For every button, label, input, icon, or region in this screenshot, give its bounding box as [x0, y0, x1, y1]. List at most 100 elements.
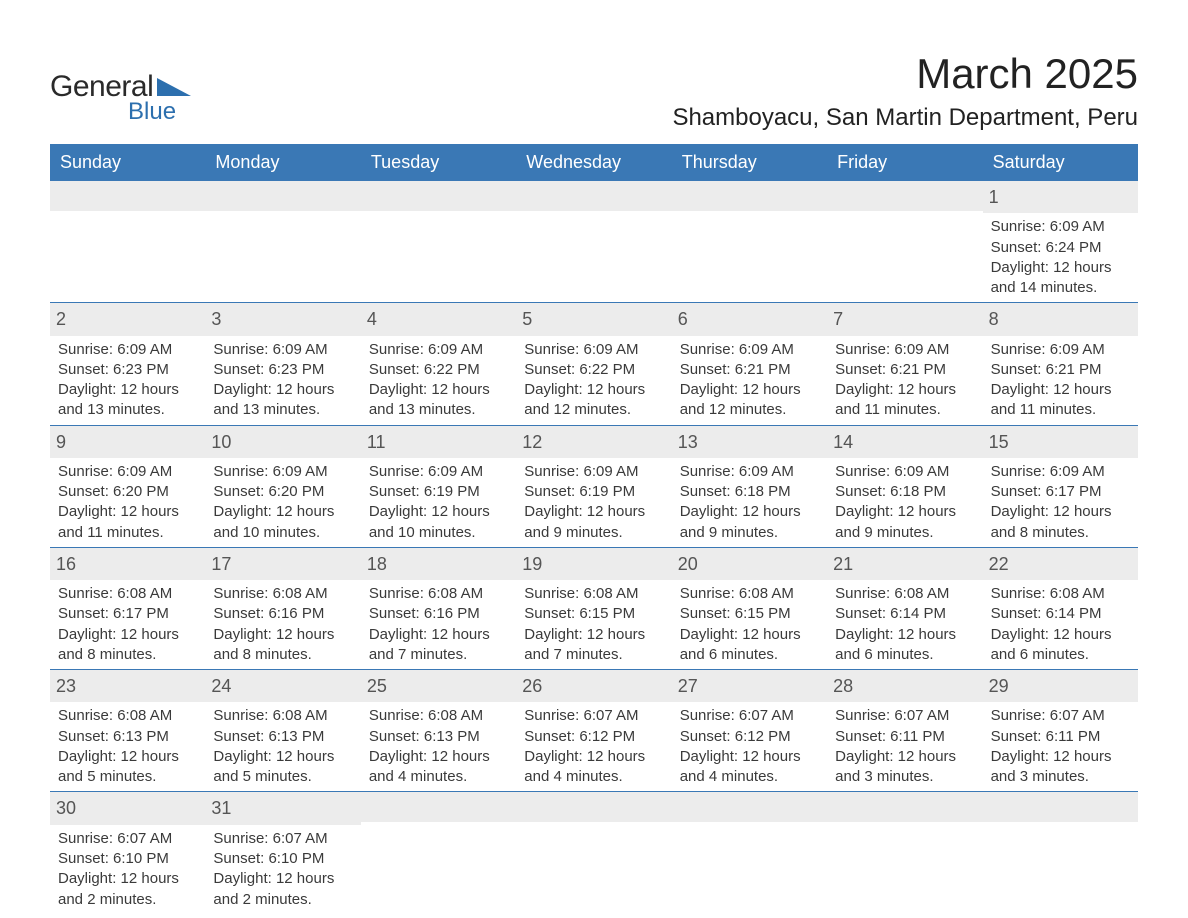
cell-daylight2: and 4 minutes. [369, 767, 508, 787]
date-number: 1 [983, 181, 1138, 213]
cell-sunset: Sunset: 6:20 PM [58, 482, 197, 502]
cell-sunset: Sunset: 6:15 PM [680, 604, 819, 624]
cell-sunrise: Sunrise: 6:08 AM [991, 584, 1130, 604]
cell-daylight2: and 7 minutes. [369, 645, 508, 665]
cell-sunset: Sunset: 6:16 PM [369, 604, 508, 624]
date-number-empty [827, 792, 982, 822]
date-number: 22 [983, 548, 1138, 580]
cell-daylight1: Daylight: 12 hours [991, 380, 1130, 400]
date-number: 18 [361, 548, 516, 580]
week-row: 16Sunrise: 6:08 AMSunset: 6:17 PMDayligh… [50, 548, 1138, 670]
cell-sunset: Sunset: 6:11 PM [835, 727, 974, 747]
date-number: 24 [205, 670, 360, 702]
date-number: 12 [516, 426, 671, 458]
date-number: 7 [827, 303, 982, 335]
cell-daylight2: and 9 minutes. [835, 523, 974, 543]
cell-sunset: Sunset: 6:13 PM [369, 727, 508, 747]
date-number: 15 [983, 426, 1138, 458]
cell-sunset: Sunset: 6:20 PM [213, 482, 352, 502]
header-area: General Blue March 2025 Shamboyacu, San … [50, 50, 1138, 132]
cell-sunrise: Sunrise: 6:07 AM [680, 706, 819, 726]
cell-daylight1: Daylight: 12 hours [58, 747, 197, 767]
cell-sunset: Sunset: 6:21 PM [991, 360, 1130, 380]
cell-sunset: Sunset: 6:15 PM [524, 604, 663, 624]
cell-sunset: Sunset: 6:22 PM [369, 360, 508, 380]
cell-sunset: Sunset: 6:16 PM [213, 604, 352, 624]
date-number-empty [361, 181, 516, 211]
cell-daylight1: Daylight: 12 hours [524, 625, 663, 645]
cell-sunrise: Sunrise: 6:09 AM [213, 462, 352, 482]
date-number-empty [516, 181, 671, 211]
calendar-cell-empty [50, 181, 205, 302]
calendar-cell: 15Sunrise: 6:09 AMSunset: 6:17 PMDayligh… [983, 426, 1138, 547]
cell-daylight1: Daylight: 12 hours [835, 380, 974, 400]
calendar-cell: 22Sunrise: 6:08 AMSunset: 6:14 PMDayligh… [983, 548, 1138, 669]
date-number-empty [205, 181, 360, 211]
cell-daylight1: Daylight: 12 hours [680, 747, 819, 767]
week-row: 1Sunrise: 6:09 AMSunset: 6:24 PMDaylight… [50, 181, 1138, 303]
date-number: 27 [672, 670, 827, 702]
week-row: 30Sunrise: 6:07 AMSunset: 6:10 PMDayligh… [50, 792, 1138, 913]
calendar-cell: 29Sunrise: 6:07 AMSunset: 6:11 PMDayligh… [983, 670, 1138, 791]
cell-sunrise: Sunrise: 6:07 AM [213, 829, 352, 849]
cell-daylight1: Daylight: 12 hours [369, 380, 508, 400]
calendar-cell: 16Sunrise: 6:08 AMSunset: 6:17 PMDayligh… [50, 548, 205, 669]
cell-sunrise: Sunrise: 6:09 AM [58, 462, 197, 482]
calendar-cell-empty [672, 181, 827, 302]
cell-sunrise: Sunrise: 6:07 AM [835, 706, 974, 726]
date-number: 17 [205, 548, 360, 580]
date-number: 25 [361, 670, 516, 702]
cell-daylight1: Daylight: 12 hours [991, 747, 1130, 767]
cell-sunset: Sunset: 6:22 PM [524, 360, 663, 380]
calendar-cell: 24Sunrise: 6:08 AMSunset: 6:13 PMDayligh… [205, 670, 360, 791]
cell-sunset: Sunset: 6:18 PM [835, 482, 974, 502]
cell-daylight2: and 4 minutes. [524, 767, 663, 787]
cell-daylight1: Daylight: 12 hours [680, 502, 819, 522]
cell-daylight2: and 5 minutes. [58, 767, 197, 787]
cell-daylight1: Daylight: 12 hours [680, 380, 819, 400]
cell-daylight2: and 13 minutes. [369, 400, 508, 420]
cell-sunset: Sunset: 6:13 PM [58, 727, 197, 747]
calendar-cell: 8Sunrise: 6:09 AMSunset: 6:21 PMDaylight… [983, 303, 1138, 424]
calendar-cell: 17Sunrise: 6:08 AMSunset: 6:16 PMDayligh… [205, 548, 360, 669]
cell-sunrise: Sunrise: 6:07 AM [524, 706, 663, 726]
location-subtitle: Shamboyacu, San Martin Department, Peru [672, 104, 1138, 132]
cell-sunset: Sunset: 6:14 PM [835, 604, 974, 624]
date-number: 21 [827, 548, 982, 580]
dayname-header: Thursday [672, 144, 827, 181]
dayname-header: Tuesday [361, 144, 516, 181]
date-number: 26 [516, 670, 671, 702]
cell-sunrise: Sunrise: 6:07 AM [58, 829, 197, 849]
cell-sunset: Sunset: 6:21 PM [680, 360, 819, 380]
cell-sunrise: Sunrise: 6:09 AM [991, 340, 1130, 360]
cell-sunrise: Sunrise: 6:09 AM [213, 340, 352, 360]
cell-daylight2: and 6 minutes. [991, 645, 1130, 665]
date-number: 29 [983, 670, 1138, 702]
cell-sunrise: Sunrise: 6:09 AM [369, 340, 508, 360]
calendar-cell: 11Sunrise: 6:09 AMSunset: 6:19 PMDayligh… [361, 426, 516, 547]
cell-daylight2: and 3 minutes. [835, 767, 974, 787]
cell-daylight1: Daylight: 12 hours [835, 747, 974, 767]
cell-daylight2: and 14 minutes. [991, 278, 1130, 298]
cell-daylight2: and 12 minutes. [524, 400, 663, 420]
cell-daylight2: and 11 minutes. [991, 400, 1130, 420]
calendar-cell: 25Sunrise: 6:08 AMSunset: 6:13 PMDayligh… [361, 670, 516, 791]
cell-daylight2: and 13 minutes. [213, 400, 352, 420]
cell-daylight2: and 6 minutes. [835, 645, 974, 665]
calendar-cell: 12Sunrise: 6:09 AMSunset: 6:19 PMDayligh… [516, 426, 671, 547]
calendar-cell: 27Sunrise: 6:07 AMSunset: 6:12 PMDayligh… [672, 670, 827, 791]
logo-text-blue: Blue [128, 98, 191, 126]
cell-daylight1: Daylight: 12 hours [369, 747, 508, 767]
cell-daylight2: and 4 minutes. [680, 767, 819, 787]
date-number: 9 [50, 426, 205, 458]
dayname-row: SundayMondayTuesdayWednesdayThursdayFrid… [50, 144, 1138, 181]
date-number: 13 [672, 426, 827, 458]
cell-daylight1: Daylight: 12 hours [991, 625, 1130, 645]
dayname-header: Friday [827, 144, 982, 181]
date-number: 31 [205, 792, 360, 824]
calendar-cell: 28Sunrise: 6:07 AMSunset: 6:11 PMDayligh… [827, 670, 982, 791]
date-number: 6 [672, 303, 827, 335]
date-number-empty [983, 792, 1138, 822]
cell-daylight2: and 10 minutes. [369, 523, 508, 543]
calendar-cell: 3Sunrise: 6:09 AMSunset: 6:23 PMDaylight… [205, 303, 360, 424]
